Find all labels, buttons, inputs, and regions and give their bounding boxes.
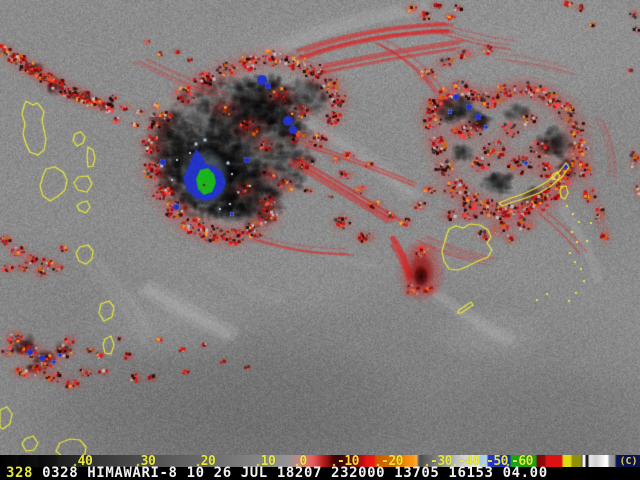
temperature-colorbar: 40 30 20 10 0 -10 -20 -30 -40 -50 -60 (C) — [0, 455, 640, 468]
colorbar-label: 10 — [260, 454, 276, 469]
colorbar-label: -60 — [511, 454, 533, 469]
frame-number: 328 — [6, 465, 34, 480]
colorbar-unit-label: (C) — [619, 456, 638, 467]
image-info-text: 0328 HIMAWARI-8 10 26 JUL 18207 232000 1… — [33, 465, 548, 480]
colorbar-label: 30 — [140, 454, 156, 469]
satellite-image — [0, 0, 640, 455]
colorbar-gradient — [0, 455, 640, 468]
colorbar-label: 0 — [299, 454, 307, 469]
colorbar-label: -20 — [381, 454, 403, 469]
colorbar-label: -30 — [430, 454, 452, 469]
colorbar-label: -40 — [458, 454, 480, 469]
colorbar-label: 40 — [77, 454, 93, 469]
colorbar-label: -50 — [486, 454, 508, 469]
colorbar-label: 20 — [200, 454, 216, 469]
status-line: 328 0328 HIMAWARI-8 10 26 JUL 18207 2320… — [0, 465, 640, 480]
colorbar-label: -10 — [337, 454, 359, 469]
